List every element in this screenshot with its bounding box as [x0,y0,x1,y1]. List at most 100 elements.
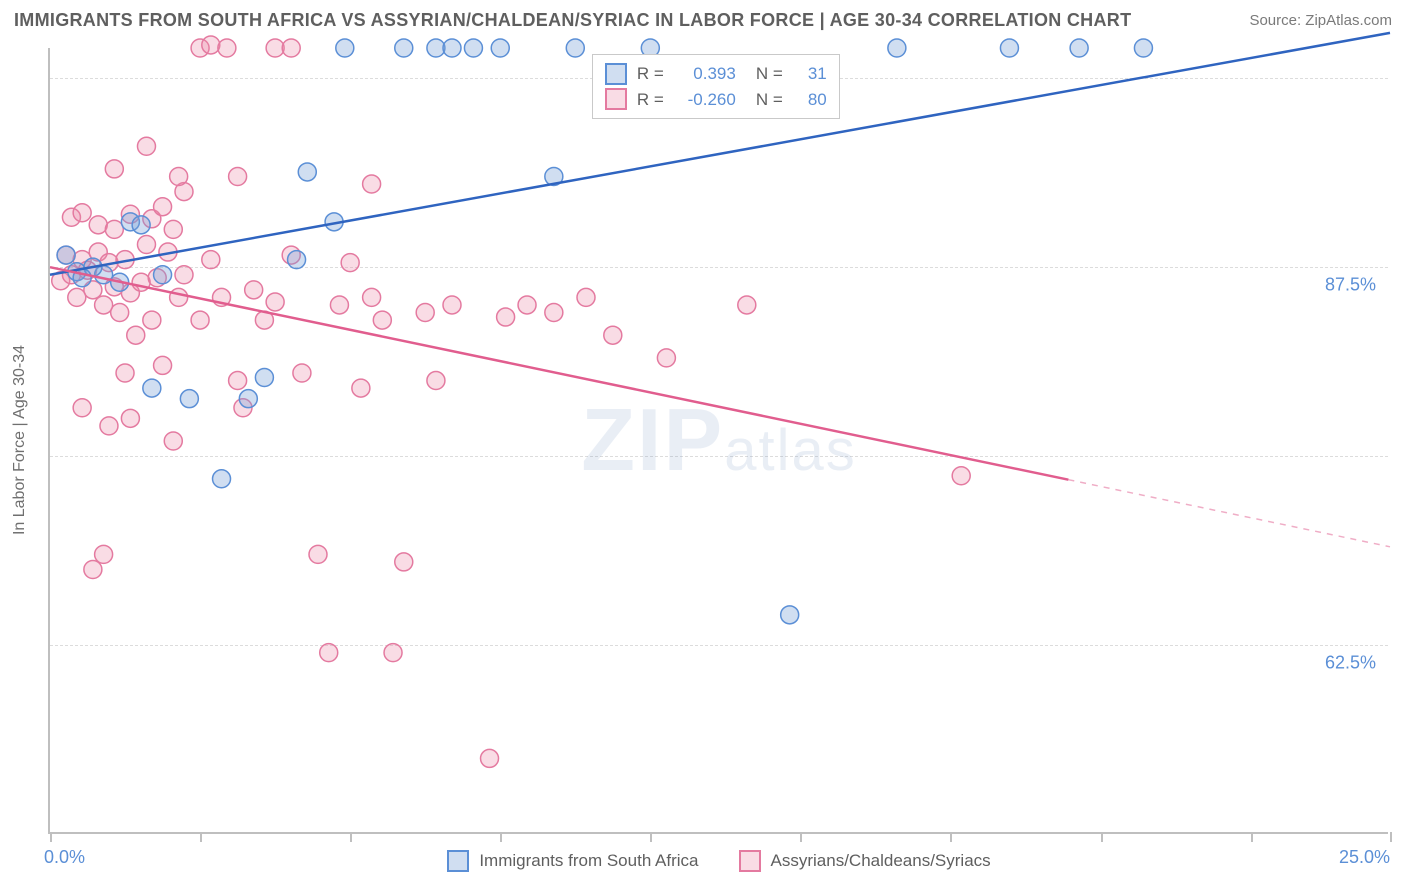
data-point [427,39,445,57]
data-point [781,606,799,624]
data-point [577,288,595,306]
data-point [1070,39,1088,57]
data-point [443,39,461,57]
data-point [245,281,263,299]
data-point [154,266,172,284]
data-point [73,399,91,417]
data-point [116,364,134,382]
data-point [154,198,172,216]
legend-label: Assyrians/Chaldeans/Syriacs [771,851,991,871]
data-point [137,137,155,155]
r-label: R = [637,61,664,87]
data-point [191,311,209,329]
r-value: 0.393 [674,61,736,87]
data-point [180,390,198,408]
x-tick [650,832,652,842]
y-axis-title: In Labor Force | Age 30-34 [11,345,29,535]
x-tick [200,832,202,842]
data-point [143,379,161,397]
data-point [282,39,300,57]
legend-swatch-icon [605,88,627,110]
legend-swatch-icon [447,850,469,872]
data-point [266,293,284,311]
data-point [427,372,445,390]
data-point [320,644,338,662]
data-point [464,39,482,57]
data-point [481,749,499,767]
data-point [491,39,509,57]
data-point [73,204,91,222]
data-point [363,288,381,306]
x-tick [50,832,52,842]
data-point [170,167,188,185]
data-point [218,39,236,57]
data-point [105,160,123,178]
data-point [952,467,970,485]
data-point [888,39,906,57]
legend-stat-row: R = 0.393 N = 31 [605,61,827,87]
data-point [202,251,220,269]
plot-area: In Labor Force | Age 30-34 62.5%87.5% 0.… [48,48,1388,834]
x-tick [350,832,352,842]
n-label: N = [756,61,783,87]
data-point [293,364,311,382]
n-value: 31 [793,61,827,87]
data-point [336,39,354,57]
data-point [604,326,622,344]
legend-label: Immigrants from South Africa [479,851,698,871]
n-label: N = [756,87,783,113]
data-point [229,372,247,390]
data-point [1000,39,1018,57]
data-point [127,326,145,344]
data-point [95,296,113,314]
data-point [309,545,327,563]
data-point [89,216,107,234]
regression-line-extrapolated [1068,480,1390,547]
legend-swatch-icon [739,850,761,872]
data-point [57,246,75,264]
x-tick [1101,832,1103,842]
regression-line [50,267,1068,480]
data-point [363,175,381,193]
data-point [164,220,182,238]
data-point [239,390,257,408]
series-legend: Immigrants from South Africa Assyrians/C… [50,850,1388,872]
n-value: 80 [793,87,827,113]
data-point [137,236,155,254]
legend-swatch-icon [605,63,627,85]
legend-stat-row: R = -0.260 N = 80 [605,87,827,113]
data-point [68,288,86,306]
data-point [443,296,461,314]
scatter-plot-svg [50,48,1388,832]
x-tick [950,832,952,842]
data-point [213,470,231,488]
data-point [566,39,584,57]
r-label: R = [637,87,664,113]
r-value: -0.260 [674,87,736,113]
data-point [202,36,220,54]
data-point [164,432,182,450]
data-point [229,167,247,185]
data-point [373,311,391,329]
data-point [121,409,139,427]
data-point [545,304,563,322]
x-tick [1251,832,1253,842]
data-point [170,288,188,306]
data-point [95,545,113,563]
data-point [288,251,306,269]
data-point [395,39,413,57]
data-point [1134,39,1152,57]
data-point [497,308,515,326]
data-point [416,304,434,322]
data-point [395,553,413,571]
x-tick [800,832,802,842]
data-point [341,254,359,272]
data-point [266,39,284,57]
legend-item-series-2: Assyrians/Chaldeans/Syriacs [739,850,991,872]
data-point [330,296,348,314]
data-point [105,220,123,238]
data-point [84,560,102,578]
data-point [298,163,316,181]
data-point [143,311,161,329]
data-point [738,296,756,314]
